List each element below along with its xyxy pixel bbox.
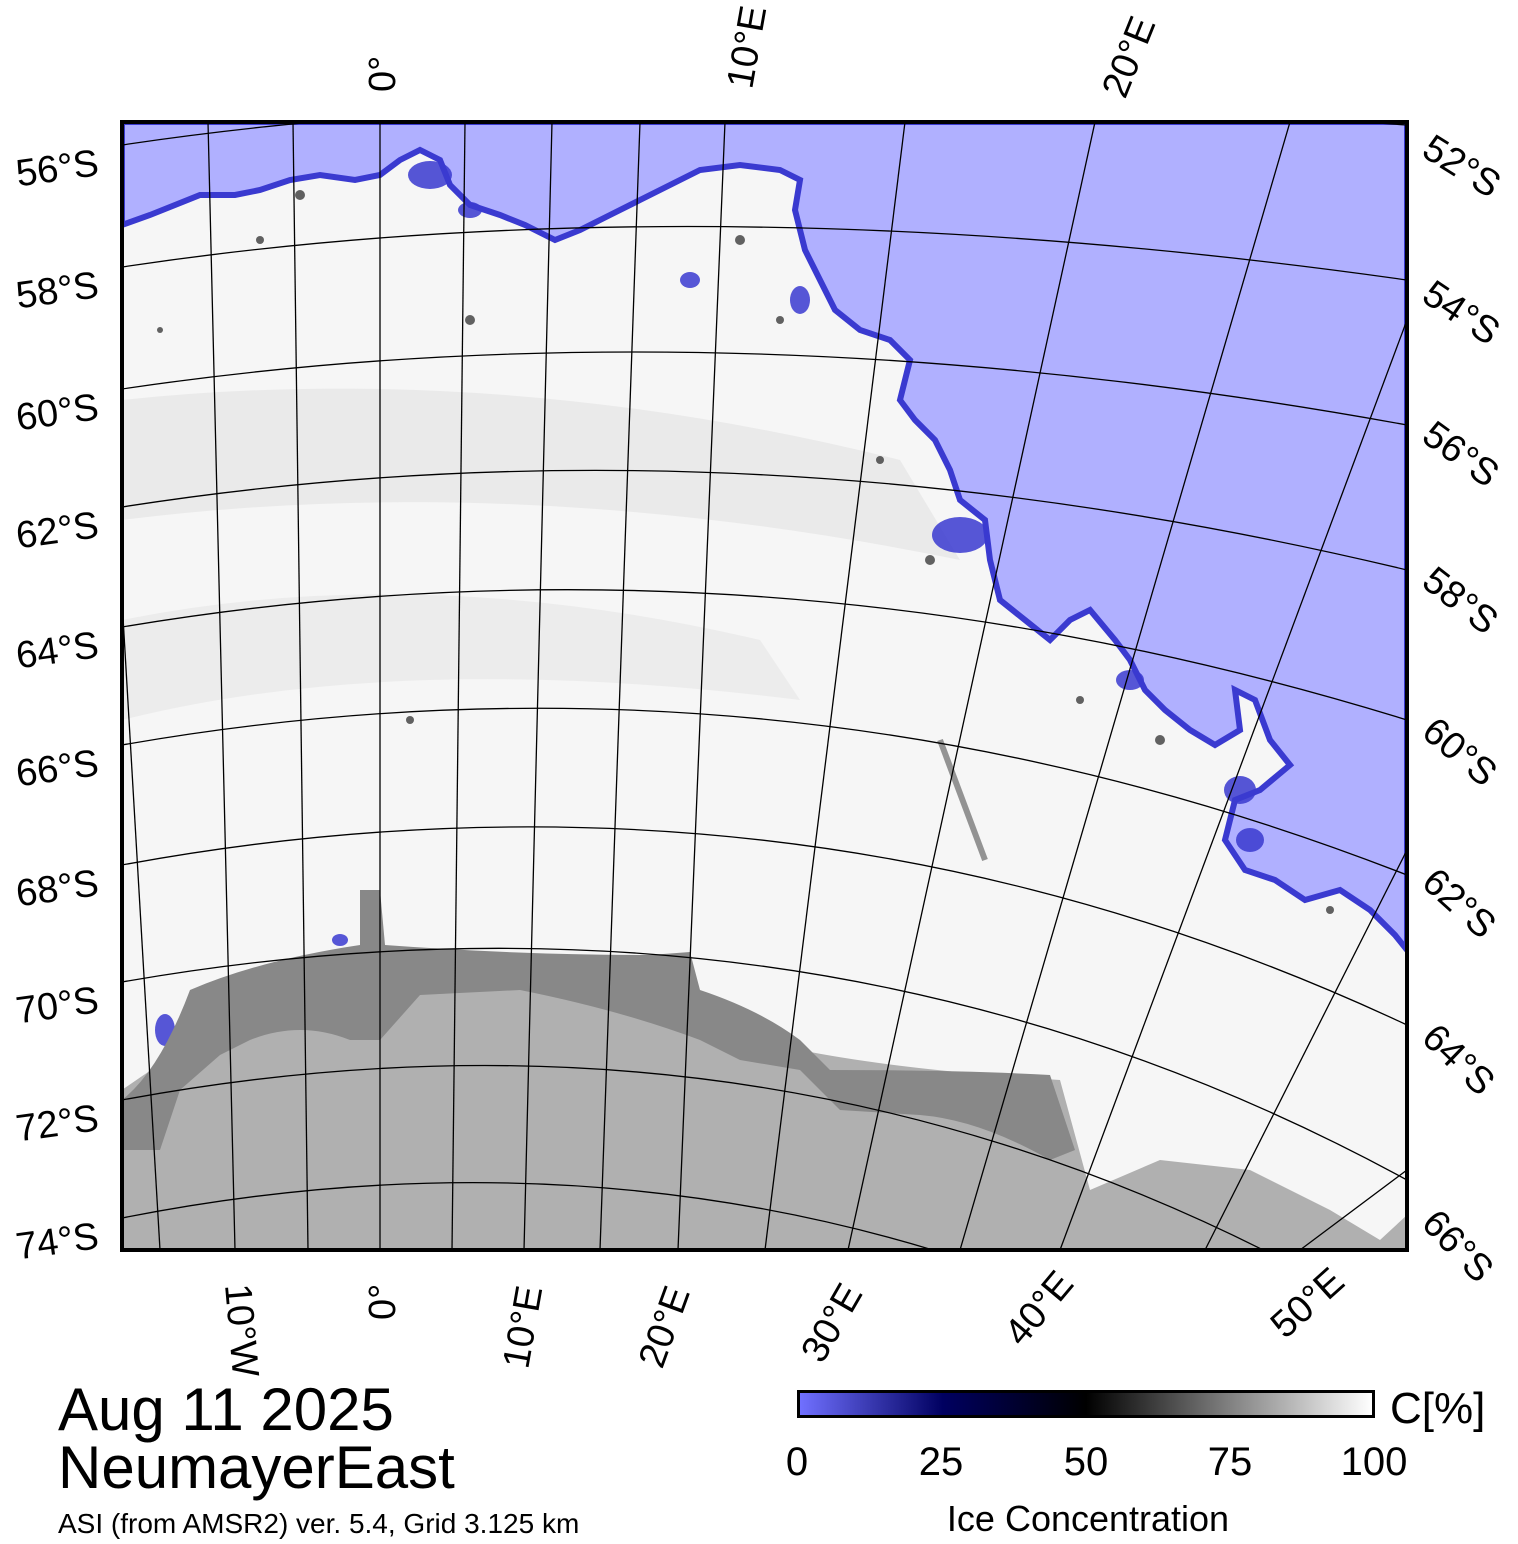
- colorbar-tick: 75: [1207, 1440, 1253, 1484]
- map-frame: [120, 120, 1409, 1252]
- colorbar-tick: 0: [785, 1440, 809, 1484]
- ice-shelf: [122, 890, 1075, 1160]
- lat-label-left: 72°S: [13, 1097, 101, 1150]
- meridian: [207, 122, 236, 1250]
- colorbar: [797, 1390, 1375, 1418]
- lat-label-right: 56°S: [1415, 413, 1507, 496]
- land: [122, 950, 1407, 1250]
- lon-label-bottom: 20°E: [631, 1281, 699, 1373]
- lat-label-right: 66°S: [1414, 1202, 1502, 1291]
- right-lat-labels: 52°S 54°S 56°S 58°S 60°S 62°S 64°S 66°S: [1414, 127, 1508, 1291]
- lat-label-left: 68°S: [13, 862, 101, 915]
- lat-label-left: 66°S: [13, 742, 101, 795]
- region-title: NeumayerEast: [58, 1434, 455, 1501]
- meridian-20e: [847, 122, 1096, 1250]
- lat-label-left: 64°S: [13, 624, 101, 677]
- parallel-64s: [122, 589, 1407, 721]
- lon-label-bottom: 0°: [362, 1284, 404, 1320]
- ice-dark-spots: [157, 190, 1334, 914]
- colorbar-tick: 25: [918, 1440, 964, 1484]
- ice-texture-band: [122, 594, 800, 720]
- lon-label-top: 10°E: [720, 3, 776, 92]
- lat-label-right: 52°S: [1415, 127, 1507, 207]
- lon-label-top: 0°: [362, 56, 404, 92]
- colorbar-tick: 100: [1340, 1440, 1408, 1484]
- meridian: [764, 122, 906, 1250]
- parallel-56s: [122, 122, 1407, 146]
- map-date-title: Aug 11 2025: [58, 1376, 394, 1443]
- lon-label-bottom: 40°E: [997, 1263, 1082, 1353]
- lat-label-left: 74°S: [13, 1215, 101, 1268]
- meridian: [959, 122, 1291, 1250]
- left-lat-labels: 56°S 58°S 60°S 62°S 64°S 66°S 68°S 70°S …: [13, 142, 101, 1268]
- colorbar-tick: 50: [1063, 1440, 1109, 1484]
- lon-label-bottom: 50°E: [1263, 1260, 1353, 1347]
- lat-label-left: 56°S: [13, 142, 101, 195]
- meridian: [1059, 319, 1407, 1250]
- data-source-subtitle: ASI (from AMSR2) ver. 5.4, Grid 3.125 km: [58, 1508, 580, 1539]
- lat-label-left: 60°S: [13, 386, 101, 439]
- bottom-lon-labels: 10°W 0° 10°E 20°E 30°E 40°E 50°E: [216, 1260, 1353, 1379]
- lat-label-left: 62°S: [13, 504, 101, 557]
- lat-label-right: 60°S: [1414, 710, 1504, 795]
- top-lon-labels: 0° 10°E 20°E: [362, 3, 1164, 104]
- parallel-66s: [122, 707, 1407, 876]
- lat-label-left: 70°S: [13, 979, 101, 1032]
- lon-label-top: 20°E: [1094, 11, 1164, 104]
- meridian-10e: [677, 122, 726, 1250]
- parallel-74s: [122, 1181, 935, 1250]
- colorbar-label: Ice Concentration: [946, 1498, 1230, 1539]
- open-water: [122, 122, 1407, 955]
- parallel-58s: [122, 225, 1407, 281]
- lat-label-right: 58°S: [1414, 559, 1505, 643]
- lat-label-right: 64°S: [1414, 1016, 1503, 1104]
- meridian: [599, 122, 641, 1250]
- meridian: [1299, 1169, 1407, 1250]
- parallel-62s: [122, 469, 1407, 571]
- dark-streak: [937, 738, 988, 862]
- parallel-60s: [122, 351, 1407, 426]
- meridian: [292, 122, 309, 1250]
- lon-label-bottom: 10°W: [216, 1282, 266, 1379]
- meridian: [122, 599, 161, 1250]
- meridian: [1204, 849, 1407, 1250]
- graticule: [122, 122, 1407, 1250]
- lat-label-left: 58°S: [13, 264, 101, 317]
- lat-label-right: 62°S: [1414, 860, 1504, 947]
- lat-label-right: 54°S: [1415, 273, 1507, 354]
- meridian: [523, 122, 553, 1250]
- parallel-70s: [122, 947, 1407, 1181]
- lon-label-bottom: 30°E: [793, 1277, 871, 1370]
- lon-label-bottom: 10°E: [496, 1283, 552, 1372]
- meridian: [451, 122, 466, 1250]
- parallel-72s: [122, 1064, 1265, 1250]
- ice-texture-band: [122, 388, 960, 560]
- colorbar-unit: C[%]: [1390, 1384, 1486, 1433]
- parallel-68s: [122, 826, 1407, 1026]
